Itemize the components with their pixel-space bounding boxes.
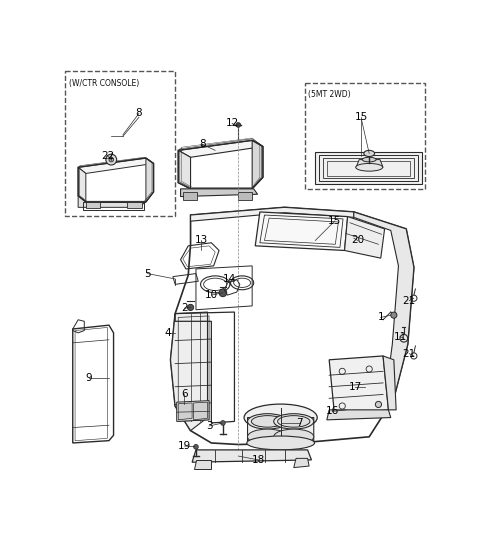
Text: 5: 5 xyxy=(144,269,151,278)
Circle shape xyxy=(109,157,114,162)
Text: 9: 9 xyxy=(85,372,92,382)
Polygon shape xyxy=(238,192,252,199)
Text: 1: 1 xyxy=(377,312,384,323)
Text: 6: 6 xyxy=(181,389,188,399)
Text: 8: 8 xyxy=(199,139,205,149)
Text: 15: 15 xyxy=(355,112,368,122)
Text: (W/CTR CONSOLE): (W/CTR CONSOLE) xyxy=(69,79,139,88)
Text: 17: 17 xyxy=(348,382,362,392)
Polygon shape xyxy=(146,158,154,202)
Text: 8: 8 xyxy=(136,109,142,118)
Polygon shape xyxy=(180,189,258,197)
Polygon shape xyxy=(255,212,348,250)
Circle shape xyxy=(106,154,117,165)
Text: 20: 20 xyxy=(351,235,364,245)
Text: 21: 21 xyxy=(403,296,416,306)
Circle shape xyxy=(236,123,240,127)
Ellipse shape xyxy=(356,164,383,171)
Bar xyxy=(304,82,425,189)
Ellipse shape xyxy=(244,404,317,431)
Polygon shape xyxy=(329,356,388,415)
Circle shape xyxy=(219,289,227,297)
Text: 22: 22 xyxy=(101,151,114,161)
Polygon shape xyxy=(78,158,154,174)
Polygon shape xyxy=(170,312,207,431)
Circle shape xyxy=(391,312,397,318)
Polygon shape xyxy=(178,403,192,420)
Polygon shape xyxy=(177,400,209,421)
Polygon shape xyxy=(183,192,197,199)
Ellipse shape xyxy=(248,414,288,429)
Polygon shape xyxy=(78,196,146,207)
Polygon shape xyxy=(248,418,314,445)
Polygon shape xyxy=(78,167,86,202)
Text: 10: 10 xyxy=(205,290,218,300)
Polygon shape xyxy=(354,212,414,402)
Ellipse shape xyxy=(248,429,288,445)
Polygon shape xyxy=(127,202,142,208)
Text: 4: 4 xyxy=(164,328,171,338)
Ellipse shape xyxy=(274,414,314,429)
Ellipse shape xyxy=(277,416,310,427)
Polygon shape xyxy=(86,202,100,208)
Polygon shape xyxy=(383,356,396,410)
Polygon shape xyxy=(345,217,384,258)
Ellipse shape xyxy=(362,157,376,162)
Circle shape xyxy=(193,445,198,449)
Ellipse shape xyxy=(364,150,374,156)
Text: 2: 2 xyxy=(181,303,188,313)
Circle shape xyxy=(375,402,382,408)
Polygon shape xyxy=(327,410,391,420)
Circle shape xyxy=(188,304,193,310)
Bar xyxy=(65,71,175,216)
Text: 18: 18 xyxy=(252,455,265,465)
Text: 15: 15 xyxy=(328,216,341,226)
Text: (5MT 2WD): (5MT 2WD) xyxy=(308,90,351,99)
Polygon shape xyxy=(193,460,211,469)
Ellipse shape xyxy=(274,429,314,445)
Text: 11: 11 xyxy=(394,332,407,342)
Polygon shape xyxy=(294,458,309,468)
Ellipse shape xyxy=(252,416,284,427)
Polygon shape xyxy=(315,152,421,184)
Ellipse shape xyxy=(247,436,314,450)
Text: 16: 16 xyxy=(325,407,339,417)
Polygon shape xyxy=(193,402,207,420)
Polygon shape xyxy=(178,150,191,189)
Polygon shape xyxy=(356,160,383,167)
Polygon shape xyxy=(252,141,263,189)
Text: 21: 21 xyxy=(403,349,416,358)
Text: 19: 19 xyxy=(178,441,191,451)
Circle shape xyxy=(221,421,225,425)
Text: 7: 7 xyxy=(297,418,303,428)
Polygon shape xyxy=(191,207,354,221)
Text: 3: 3 xyxy=(206,421,212,431)
Text: 14: 14 xyxy=(222,274,236,284)
Text: 13: 13 xyxy=(195,235,208,245)
Polygon shape xyxy=(192,450,312,462)
Polygon shape xyxy=(178,141,263,157)
Text: 12: 12 xyxy=(226,118,239,128)
